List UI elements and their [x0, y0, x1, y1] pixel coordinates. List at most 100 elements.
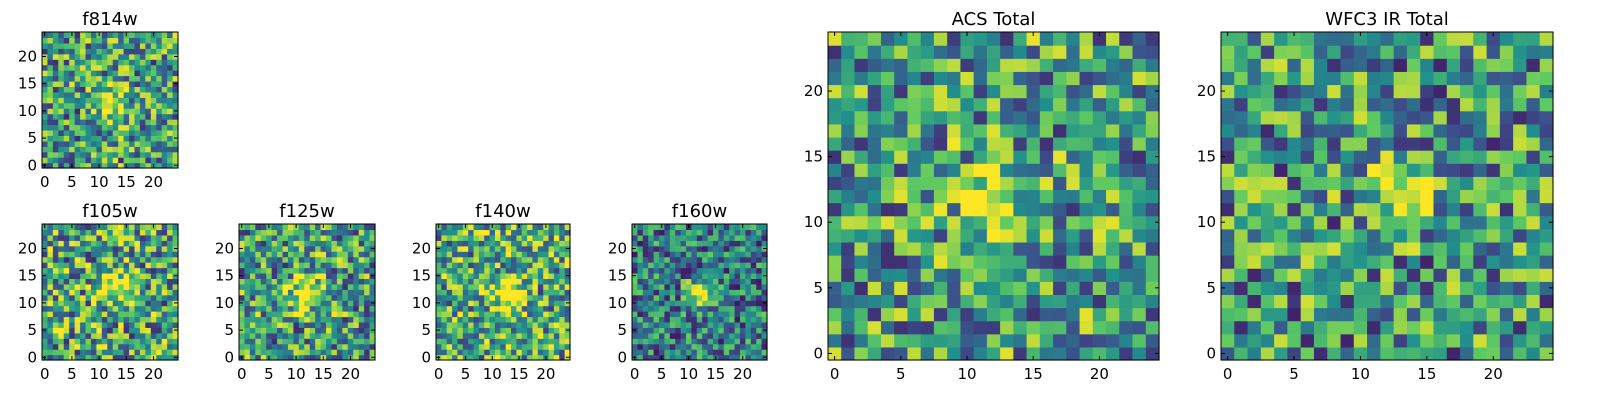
heatmap-cell — [559, 349, 566, 356]
y-tick-label: 5 — [224, 321, 234, 339]
heatmap-cell — [47, 48, 54, 55]
heatmap-cell — [511, 256, 517, 263]
heatmap-cell — [680, 278, 687, 285]
heatmap-cell — [118, 224, 125, 231]
heatmap-cell — [85, 129, 92, 136]
heatmap-cell — [880, 346, 895, 361]
heatmap-cell — [659, 251, 665, 258]
heatmap-cell — [653, 234, 660, 241]
heatmap-cell — [1353, 136, 1368, 151]
heatmap-cell — [841, 320, 856, 335]
heatmap-cell — [553, 343, 560, 350]
heatmap-cell — [255, 321, 262, 328]
heatmap-cell — [686, 251, 692, 258]
heatmap-cell — [1367, 255, 1381, 269]
heatmap-cell — [686, 262, 692, 269]
heatmap-cell — [659, 343, 665, 350]
heatmap-cell — [516, 278, 523, 285]
heatmap-cell — [69, 332, 76, 339]
heatmap-cell — [80, 108, 87, 115]
heatmap-cell — [729, 240, 736, 247]
heatmap-cell — [1287, 189, 1302, 204]
heatmap-cell — [145, 102, 152, 109]
heatmap-cell — [107, 146, 114, 153]
heatmap-cell — [96, 86, 103, 93]
heatmap-cell — [642, 343, 649, 350]
heatmap-cell — [1313, 241, 1328, 256]
heatmap-cell — [358, 354, 365, 361]
heatmap-cell — [642, 289, 649, 296]
heatmap-cell — [161, 59, 168, 66]
heatmap-cell — [1221, 136, 1235, 151]
heatmap-cell — [69, 157, 76, 164]
heatmap-cell — [559, 272, 566, 279]
heatmap-cell — [1526, 333, 1541, 348]
heatmap-cell — [47, 135, 54, 142]
heatmap-cell — [750, 278, 757, 285]
heatmap-cell — [734, 332, 741, 339]
heatmap-cell — [532, 283, 539, 290]
heatmap-cell — [1513, 123, 1528, 138]
heatmap-cell — [1300, 346, 1315, 361]
heatmap-cell — [669, 321, 676, 328]
heatmap-cell — [436, 278, 442, 285]
heatmap-cell — [145, 97, 152, 104]
heatmap-cell — [1013, 58, 1028, 72]
heatmap-cell — [446, 343, 453, 350]
heatmap-cell — [511, 267, 517, 274]
y-tick-label: 10 — [18, 102, 37, 120]
heatmap-cell — [1300, 163, 1315, 177]
heatmap-cell — [729, 256, 736, 263]
heatmap-cell — [920, 281, 935, 295]
heatmap-cell — [1039, 84, 1054, 99]
heatmap-cell — [1119, 281, 1134, 295]
heatmap-cell — [702, 327, 709, 334]
heatmap-cell — [52, 338, 59, 345]
heatmap-cell — [1300, 333, 1315, 348]
heatmap-cell — [441, 262, 448, 269]
heatmap-cell — [1145, 136, 1160, 151]
heatmap-cell — [369, 289, 376, 296]
heatmap-cell — [880, 189, 895, 204]
heatmap-cell — [696, 224, 703, 231]
heatmap-cell — [1000, 163, 1014, 177]
heatmap-cell — [1313, 32, 1328, 46]
heatmap-cell — [854, 346, 869, 361]
heatmap-cell — [167, 338, 174, 345]
heatmap-cell — [150, 91, 157, 98]
heatmap-cell — [828, 32, 842, 46]
heatmap-cell — [1406, 202, 1421, 217]
heatmap-cell — [129, 151, 136, 158]
heatmap-cell — [96, 332, 103, 339]
heatmap-cell — [632, 343, 638, 350]
heatmap-cell — [484, 289, 491, 296]
heatmap-cell — [723, 338, 730, 345]
heatmap-cell — [1287, 281, 1302, 295]
heatmap-cell — [1260, 333, 1275, 348]
heatmap-cell — [336, 240, 343, 247]
heatmap-cell — [960, 110, 975, 125]
heatmap-cell — [96, 129, 103, 136]
heatmap-cell — [1287, 110, 1302, 125]
heatmap-cell — [527, 278, 534, 285]
heatmap-cell — [1486, 255, 1501, 269]
heatmap-cell — [1486, 307, 1501, 322]
heatmap-cell — [156, 129, 163, 136]
heatmap-cell — [315, 283, 322, 290]
heatmap-cell — [123, 316, 130, 323]
heatmap-cell — [244, 240, 251, 247]
heatmap-cell — [172, 349, 179, 356]
heatmap-cell — [90, 146, 97, 153]
heatmap-cell — [112, 75, 119, 82]
heatmap-cell — [80, 102, 87, 109]
heatmap-cell — [1393, 32, 1408, 46]
heatmap-cell — [167, 272, 174, 279]
heatmap-cell — [441, 349, 448, 356]
heatmap-cell — [920, 176, 935, 191]
heatmap-cell — [564, 262, 571, 269]
heatmap-cell — [632, 251, 638, 258]
heatmap-cell — [484, 327, 491, 334]
heatmap-cell — [1486, 32, 1501, 46]
heatmap-cell — [1539, 215, 1554, 230]
